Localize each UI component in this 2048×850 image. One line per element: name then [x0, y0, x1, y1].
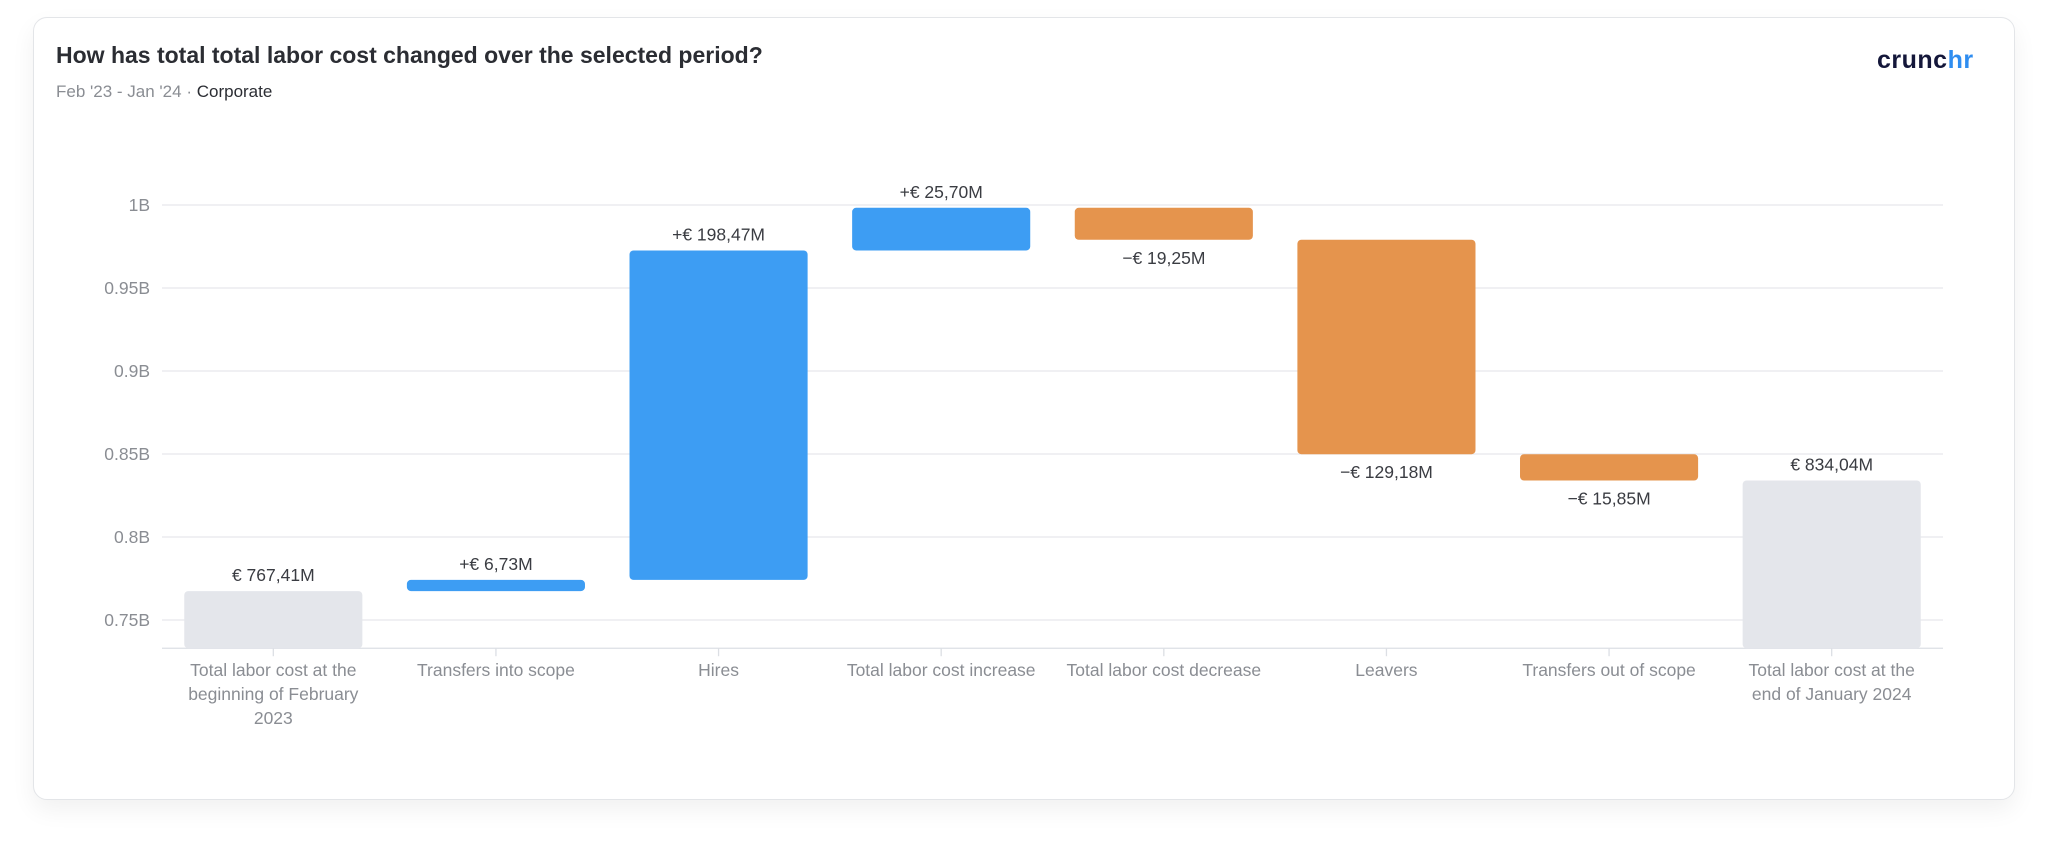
x-category-label: Hires: [698, 660, 739, 681]
x-category-label: Total labor cost increase: [846, 660, 1036, 681]
data-label: −€ 19,25M: [1122, 248, 1205, 268]
separator: ·: [186, 82, 192, 101]
x-category-label: Total labor cost at the end of January 2…: [1748, 660, 1915, 705]
bar-total: [1742, 480, 1921, 649]
chart-title: How has total total labor cost changed o…: [56, 42, 763, 68]
data-label: −€ 15,85M: [1567, 489, 1650, 509]
x-category-label: Total labor cost decrease: [1066, 660, 1262, 681]
y-tick-label: 0.85B: [104, 444, 150, 464]
bar-decrease: [1520, 454, 1699, 481]
x-category-label: Transfers out of scope: [1522, 660, 1696, 681]
x-category-label: Transfers into scope: [416, 660, 575, 681]
x-category-label: Total labor cost at the beginning of Feb…: [188, 660, 359, 729]
bar-total: [184, 591, 363, 649]
bar-decrease: [1297, 239, 1476, 455]
data-label: +€ 6,73M: [459, 554, 532, 574]
bar-increase: [406, 579, 585, 592]
bar-decrease: [1074, 207, 1253, 240]
bar-increase: [629, 250, 808, 580]
data-label: € 834,04M: [1790, 454, 1873, 474]
data-label: −€ 129,18M: [1340, 462, 1433, 482]
data-label: +€ 198,47M: [672, 224, 765, 244]
data-label: € 767,41M: [232, 565, 315, 585]
crunchr-logo: crunchr: [1877, 46, 1974, 74]
y-tick-label: 1B: [129, 195, 150, 215]
scope-label: Corporate: [196, 82, 273, 101]
y-tick-label: 0.9B: [114, 361, 150, 381]
chart-card: [33, 17, 2015, 800]
bar-increase: [852, 207, 1031, 251]
y-tick-label: 0.95B: [104, 278, 150, 298]
period-label: Feb '23 - Jan '24: [56, 82, 182, 101]
chart-subtitle: Feb '23 - Jan '24 · Corporate: [56, 82, 272, 102]
y-tick-label: 0.8B: [114, 527, 150, 547]
y-tick-label: 0.75B: [104, 610, 150, 630]
data-label: +€ 25,70M: [900, 182, 983, 202]
x-category-label: Leavers: [1355, 660, 1418, 681]
